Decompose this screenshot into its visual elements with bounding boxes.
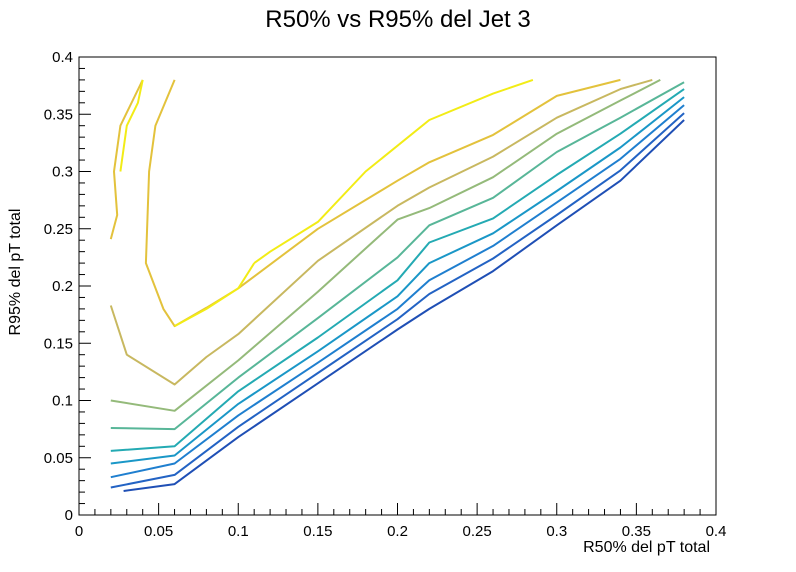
contour-line-5 [110, 88, 685, 452]
x-tick-label: 0.3 [546, 523, 567, 540]
x-tick-label: 0.1 [228, 523, 249, 540]
y-axis-label: R95% del pT total [7, 209, 24, 336]
contour-line-3 [110, 104, 685, 479]
x-axis-label: R50% del pT total [583, 539, 710, 556]
x-tick-label: 0 [75, 523, 83, 540]
x-tick-label: 0.2 [387, 523, 408, 540]
x-tick-label: 0.15 [303, 523, 332, 540]
x-tick-label: 0.4 [706, 523, 727, 540]
contour-line-9 [109, 79, 144, 240]
y-tick-label: 0.35 [44, 106, 73, 123]
contour-line-13 [174, 262, 256, 327]
contour-line-4 [110, 96, 685, 465]
contour-line-12 [253, 78, 534, 264]
y-tick-label: 0.1 [52, 393, 73, 410]
y-tick-label: 0.05 [44, 450, 73, 467]
y-tick-label: 0.15 [44, 335, 73, 352]
contour-line-10 [144, 78, 621, 328]
y-tick-label: 0.25 [44, 221, 73, 238]
x-tick-label: 0.25 [463, 523, 492, 540]
chart-title: R50% vs R95% del Jet 3 [265, 6, 531, 33]
contour-line-11 [119, 79, 144, 172]
contour-line-7 [110, 79, 661, 412]
y-tick-label: 0.2 [52, 278, 73, 295]
y-tick-label: 0 [65, 507, 73, 524]
contour-line-2 [110, 112, 685, 489]
contour-line-1 [123, 119, 685, 492]
y-tick-label: 0.4 [52, 49, 73, 66]
y-tick-label: 0.3 [52, 164, 73, 181]
contour-line-8 [109, 78, 653, 386]
x-tick-label: 0.05 [144, 523, 173, 540]
contour-line-6 [110, 81, 685, 431]
x-tick-label: 0.35 [622, 523, 651, 540]
